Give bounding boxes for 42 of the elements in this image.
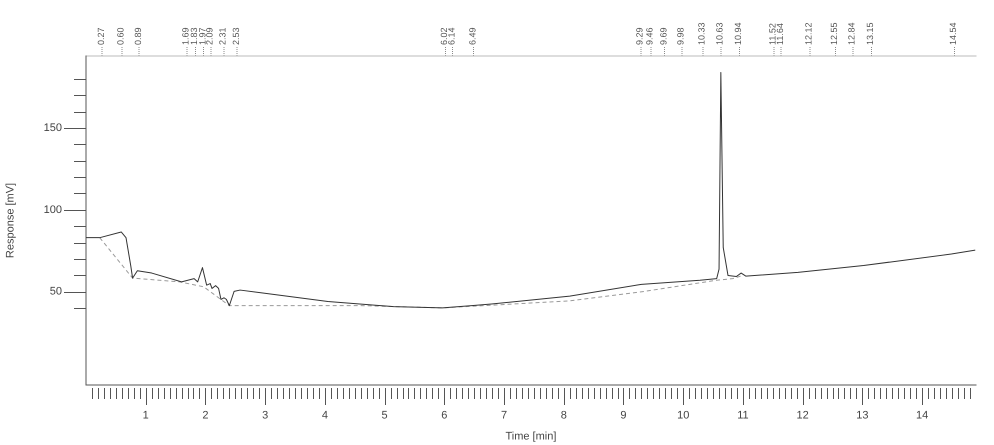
x2-tick-label: 9.69 xyxy=(658,27,668,45)
x2-tick-label: 1.97 xyxy=(197,27,208,45)
x2-tick-label: 2.53 xyxy=(230,27,241,45)
y-tick-label: 50 xyxy=(50,286,62,298)
y-tick-label: 150 xyxy=(44,122,62,134)
x2-tick-label: 9.98 xyxy=(676,27,686,45)
x2-tick-label: 9.29 xyxy=(634,27,644,45)
x2-tick-label: 2.09 xyxy=(204,27,214,45)
x2-tick-label: 0.27 xyxy=(96,27,106,45)
x2-tick-label: 12.55 xyxy=(829,22,840,45)
x2-tick-label: 13.15 xyxy=(865,22,876,45)
x2-tick-label: 2.31 xyxy=(218,27,228,45)
x2-tick-label: 10.63 xyxy=(714,22,725,45)
line-series xyxy=(99,237,744,308)
x-tick-label: 2 xyxy=(202,410,209,422)
x2-tick-label: 0.60 xyxy=(116,27,126,45)
x2-tick-label: 1.83 xyxy=(188,27,199,45)
x2-tick-label: 9.46 xyxy=(644,27,655,45)
x-tick-label: 10 xyxy=(677,410,690,422)
x2-tick-label: 10.33 xyxy=(696,22,707,45)
x-tick-label: 14 xyxy=(916,410,928,422)
x2-tick-label: 10.94 xyxy=(733,22,744,45)
x-tick-label: 9 xyxy=(620,410,627,422)
x-tick-label: 13 xyxy=(856,410,869,422)
x-axis-title: Time [min] xyxy=(505,430,556,442)
x2-tick-label: 6.49 xyxy=(467,27,478,45)
x-tick-label: 1 xyxy=(142,410,149,422)
x2-tick-label: 1.69 xyxy=(180,27,191,45)
x-tick-label: 8 xyxy=(560,410,567,422)
x-tick-label: 12 xyxy=(796,410,809,422)
x-tick-label: 7 xyxy=(500,410,508,422)
x-tick-label: 6 xyxy=(441,410,448,422)
x-tick-label: 5 xyxy=(382,410,388,422)
x-tick-label: 11 xyxy=(737,410,749,422)
x2-tick-label: 12.84 xyxy=(846,22,857,45)
y-axis-title: Response [mV] xyxy=(4,182,17,258)
x-tick-label: 3 xyxy=(262,410,268,422)
x2-tick-label: 0.89 xyxy=(132,27,143,45)
x2-tick-label: 14.54 xyxy=(948,22,958,45)
x-tick-label: 4 xyxy=(322,410,328,422)
x2-tick-label: 12.12 xyxy=(804,22,814,45)
y-tick-label: 100 xyxy=(44,204,62,216)
